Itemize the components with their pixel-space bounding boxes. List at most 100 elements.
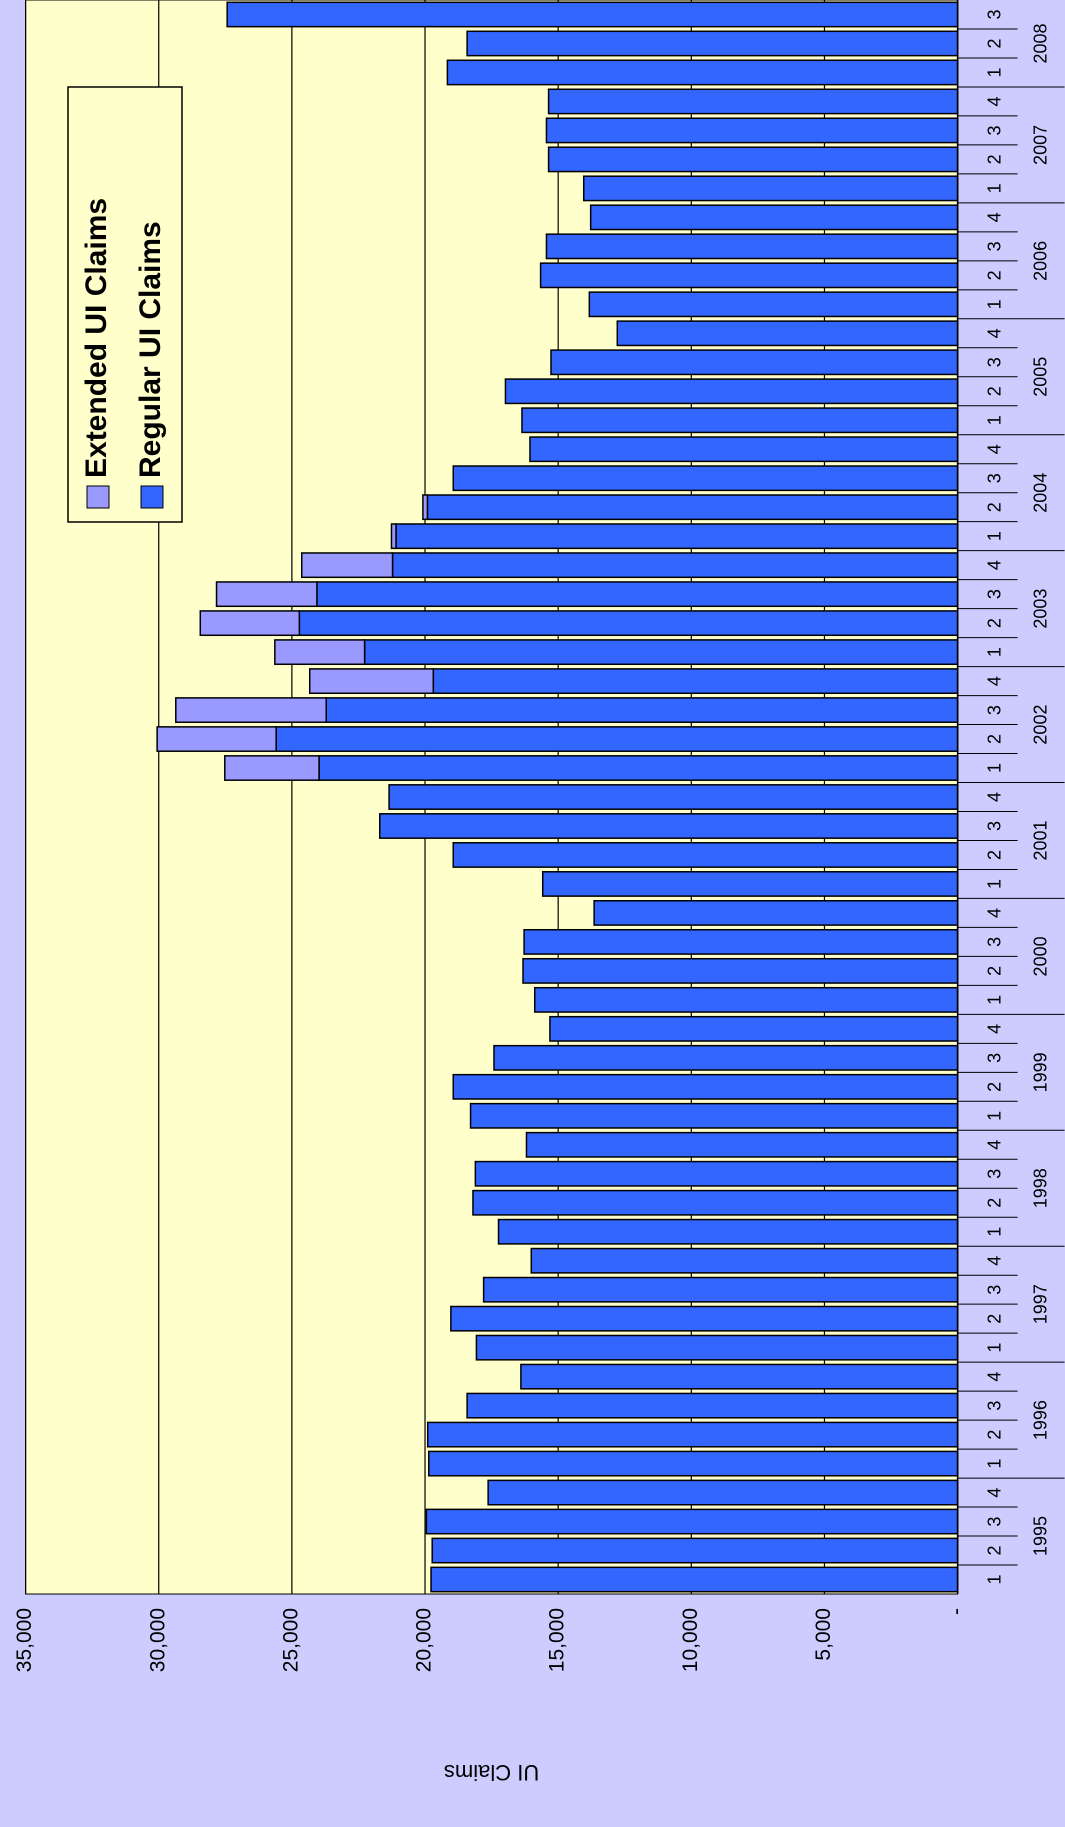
bar xyxy=(274,639,366,666)
x-tick-label: 4 xyxy=(984,96,1004,106)
x-tick-label: 3 xyxy=(984,9,1004,19)
x-tick-label: 3 xyxy=(984,1053,1004,1063)
bar xyxy=(533,986,959,1013)
x-tick-label: 1 xyxy=(984,183,1004,193)
year-label: 2007 xyxy=(1030,125,1050,165)
bar xyxy=(452,1073,959,1100)
bar xyxy=(431,1537,959,1564)
bar xyxy=(156,726,277,752)
x-tick-label: 3 xyxy=(984,357,1004,367)
x-tick-label: 1 xyxy=(984,67,1004,77)
x-tick-label: 4 xyxy=(984,1024,1004,1034)
bar xyxy=(430,1566,959,1593)
bar xyxy=(545,117,959,144)
x-tick-label: 3 xyxy=(984,1285,1004,1295)
bar xyxy=(175,697,327,723)
x-tick-label: 4 xyxy=(984,908,1004,918)
bar xyxy=(522,957,959,984)
x-tick-label: 1 xyxy=(984,1227,1004,1237)
legend-label: Regular UI Claims xyxy=(134,221,167,478)
x-tick-label: 4 xyxy=(984,560,1004,570)
x-tick-label: 1 xyxy=(984,879,1004,889)
bar xyxy=(390,523,397,550)
x-tick-label: 1 xyxy=(984,995,1004,1005)
bar xyxy=(547,88,959,115)
x-tick-label: 4 xyxy=(984,1140,1004,1150)
x-tick-label: 4 xyxy=(984,792,1004,802)
bar xyxy=(379,813,959,839)
year-label: 1995 xyxy=(1030,1516,1050,1556)
bar xyxy=(308,668,435,694)
x-tick-label: 2 xyxy=(984,1430,1004,1440)
year-label: 2003 xyxy=(1030,589,1050,629)
x-tick-label: 3 xyxy=(984,937,1004,947)
y-tick-label: 15,000 xyxy=(546,1608,569,1672)
bar xyxy=(452,842,959,868)
bar xyxy=(497,1218,959,1245)
bar xyxy=(318,755,959,781)
bar xyxy=(589,204,959,231)
year-label: 2000 xyxy=(1030,936,1050,976)
y-tick-label: 25,000 xyxy=(279,1608,302,1672)
x-tick-label: 3 xyxy=(984,473,1004,483)
bar xyxy=(475,1334,959,1361)
bar xyxy=(395,523,959,550)
bar xyxy=(316,581,959,608)
year-label: 1998 xyxy=(1030,1168,1050,1208)
bar xyxy=(539,262,959,289)
bar xyxy=(422,494,429,521)
bar xyxy=(466,30,959,57)
bar xyxy=(325,697,959,723)
x-tick-label: 1 xyxy=(984,1343,1004,1353)
x-tick-label: 4 xyxy=(984,212,1004,222)
bar xyxy=(425,1508,959,1535)
x-tick-label: 2 xyxy=(984,1082,1004,1092)
year-label: 1997 xyxy=(1030,1284,1050,1324)
bar xyxy=(300,552,394,579)
bar xyxy=(529,436,959,463)
bar xyxy=(523,928,959,955)
year-label: 2005 xyxy=(1030,357,1050,397)
bar xyxy=(226,1,959,28)
x-tick-label: 1 xyxy=(984,1111,1004,1121)
bar xyxy=(547,146,959,173)
year-label: 2008 xyxy=(1030,23,1050,63)
bar xyxy=(298,610,959,637)
bar xyxy=(363,639,959,666)
x-tick-label: 1 xyxy=(984,299,1004,309)
bar xyxy=(428,1450,959,1477)
bar xyxy=(520,1363,959,1390)
bar xyxy=(469,1102,959,1129)
bar xyxy=(549,1015,959,1042)
bar xyxy=(452,465,959,492)
bar xyxy=(224,755,320,781)
x-tick-label: 3 xyxy=(984,125,1004,135)
bar xyxy=(472,1189,959,1216)
x-tick-label: 1 xyxy=(984,415,1004,425)
x-tick-label: 3 xyxy=(984,1169,1004,1179)
x-tick-label: 4 xyxy=(984,444,1004,454)
bar xyxy=(474,1160,959,1187)
bar xyxy=(426,1421,959,1448)
x-tick-label: 3 xyxy=(984,705,1004,715)
bar xyxy=(466,1392,959,1419)
bar xyxy=(530,1247,959,1274)
bar xyxy=(199,610,301,637)
x-tick-label: 3 xyxy=(984,241,1004,251)
bar xyxy=(391,552,959,579)
y-axis-title: UI Claims xyxy=(444,1760,539,1785)
y-tick-label: 30,000 xyxy=(146,1608,169,1672)
x-tick-label: 2 xyxy=(984,1546,1004,1556)
x-tick-label: 2 xyxy=(984,618,1004,628)
x-tick-label: 2 xyxy=(984,850,1004,860)
bar xyxy=(504,378,959,405)
legend-swatch xyxy=(140,485,164,509)
year-label: 2006 xyxy=(1030,241,1050,281)
year-label: 1996 xyxy=(1030,1400,1050,1440)
y-tick-label: 20,000 xyxy=(413,1608,436,1672)
bar xyxy=(482,1276,959,1303)
x-tick-label: 4 xyxy=(984,676,1004,686)
x-tick-label: 2 xyxy=(984,270,1004,280)
legend-box xyxy=(67,86,183,523)
